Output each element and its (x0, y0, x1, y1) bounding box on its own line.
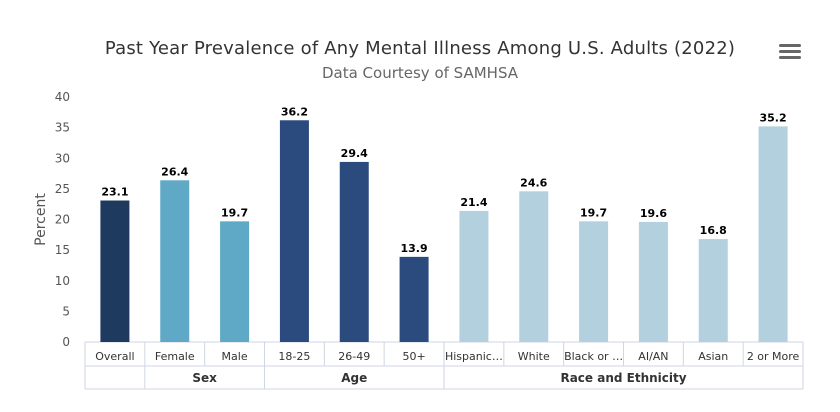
x-tick-label: Asian (698, 350, 728, 363)
y-tick-label: 30 (55, 151, 70, 165)
bar (220, 221, 250, 342)
data-label: 13.9 (401, 242, 428, 255)
y-tick-label: 20 (55, 213, 70, 227)
y-tick-label: 10 (55, 274, 70, 288)
data-label: 24.6 (520, 176, 547, 189)
bar (698, 239, 728, 342)
data-label: 16.8 (700, 224, 727, 237)
data-label: 26.4 (161, 165, 188, 178)
chart-title: Past Year Prevalence of Any Mental Illne… (104, 38, 736, 59)
y-tick-label: 5 (62, 304, 70, 318)
x-group-label: Age (341, 371, 367, 385)
x-tick-label: Black or … (564, 350, 623, 363)
x-tick-label: White (518, 350, 550, 363)
y-tick-label: 25 (55, 182, 70, 196)
bar (160, 180, 190, 342)
x-tick-label: Male (222, 350, 248, 363)
data-label: 35.2 (760, 111, 787, 124)
x-tick-label: 26-49 (338, 350, 370, 363)
x-tick-label: Female (155, 350, 195, 363)
x-group-label: Sex (192, 371, 217, 385)
bar (279, 120, 309, 343)
bar (459, 210, 489, 342)
bar (758, 126, 788, 343)
y-axis-title: Percent (33, 193, 49, 246)
bar (339, 161, 369, 342)
data-label: 29.4 (341, 147, 368, 160)
x-tick-label: 50+ (402, 350, 425, 363)
bar (519, 191, 549, 342)
bar (579, 221, 609, 342)
bar (638, 221, 668, 342)
y-tick-label: 35 (55, 121, 70, 135)
data-label: 23.1 (101, 186, 128, 199)
y-tick-label: 0 (62, 335, 70, 349)
bar (399, 256, 429, 342)
x-tick-label: Hispanic… (445, 350, 503, 363)
bar (100, 200, 130, 342)
x-group-label: Race and Ethnicity (560, 371, 686, 385)
x-tick-label: Overall (95, 350, 134, 363)
data-label: 36.2 (281, 105, 308, 118)
y-tick-label: 15 (55, 243, 70, 257)
data-label: 19.6 (640, 207, 667, 220)
data-label: 19.7 (221, 206, 248, 219)
hamburger-menu-icon[interactable] (779, 44, 801, 62)
x-tick-label: 2 or More (747, 350, 800, 363)
chart-subtitle: Data Courtesy of SAMHSA (321, 64, 519, 82)
x-tick-label: 18-25 (278, 350, 310, 363)
x-tick-label: AI/AN (638, 350, 668, 363)
y-tick-label: 40 (55, 90, 70, 104)
data-label: 19.7 (580, 206, 607, 219)
data-label: 21.4 (460, 196, 487, 209)
